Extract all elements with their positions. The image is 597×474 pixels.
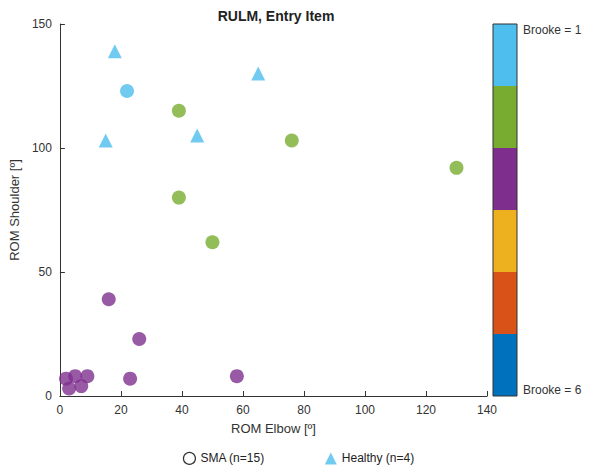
svg-text:60: 60 <box>236 403 250 417</box>
svg-text:0: 0 <box>45 389 52 403</box>
svg-text:40: 40 <box>175 403 189 417</box>
svg-text:Healthy (n=4): Healthy (n=4) <box>342 451 414 465</box>
svg-text:100: 100 <box>32 141 52 155</box>
svg-text:20: 20 <box>114 403 128 417</box>
svg-text:120: 120 <box>416 403 436 417</box>
svg-text:80: 80 <box>297 403 311 417</box>
svg-text:0: 0 <box>57 403 64 417</box>
svg-text:SMA (n=15): SMA (n=15) <box>200 451 264 465</box>
svg-text:140: 140 <box>477 403 497 417</box>
svg-text:ROM Shoulder [º]: ROM Shoulder [º] <box>7 159 22 261</box>
svg-text:Brooke = 1: Brooke = 1 <box>523 23 582 37</box>
svg-text:ROM Elbow [º]: ROM Elbow [º] <box>231 421 316 436</box>
svg-text:150: 150 <box>32 17 52 31</box>
svg-text:100: 100 <box>355 403 375 417</box>
svg-text:50: 50 <box>39 265 53 279</box>
svg-text:RULM, Entry Item: RULM, Entry Item <box>218 8 335 24</box>
svg-text:Brooke = 6: Brooke = 6 <box>523 383 582 397</box>
